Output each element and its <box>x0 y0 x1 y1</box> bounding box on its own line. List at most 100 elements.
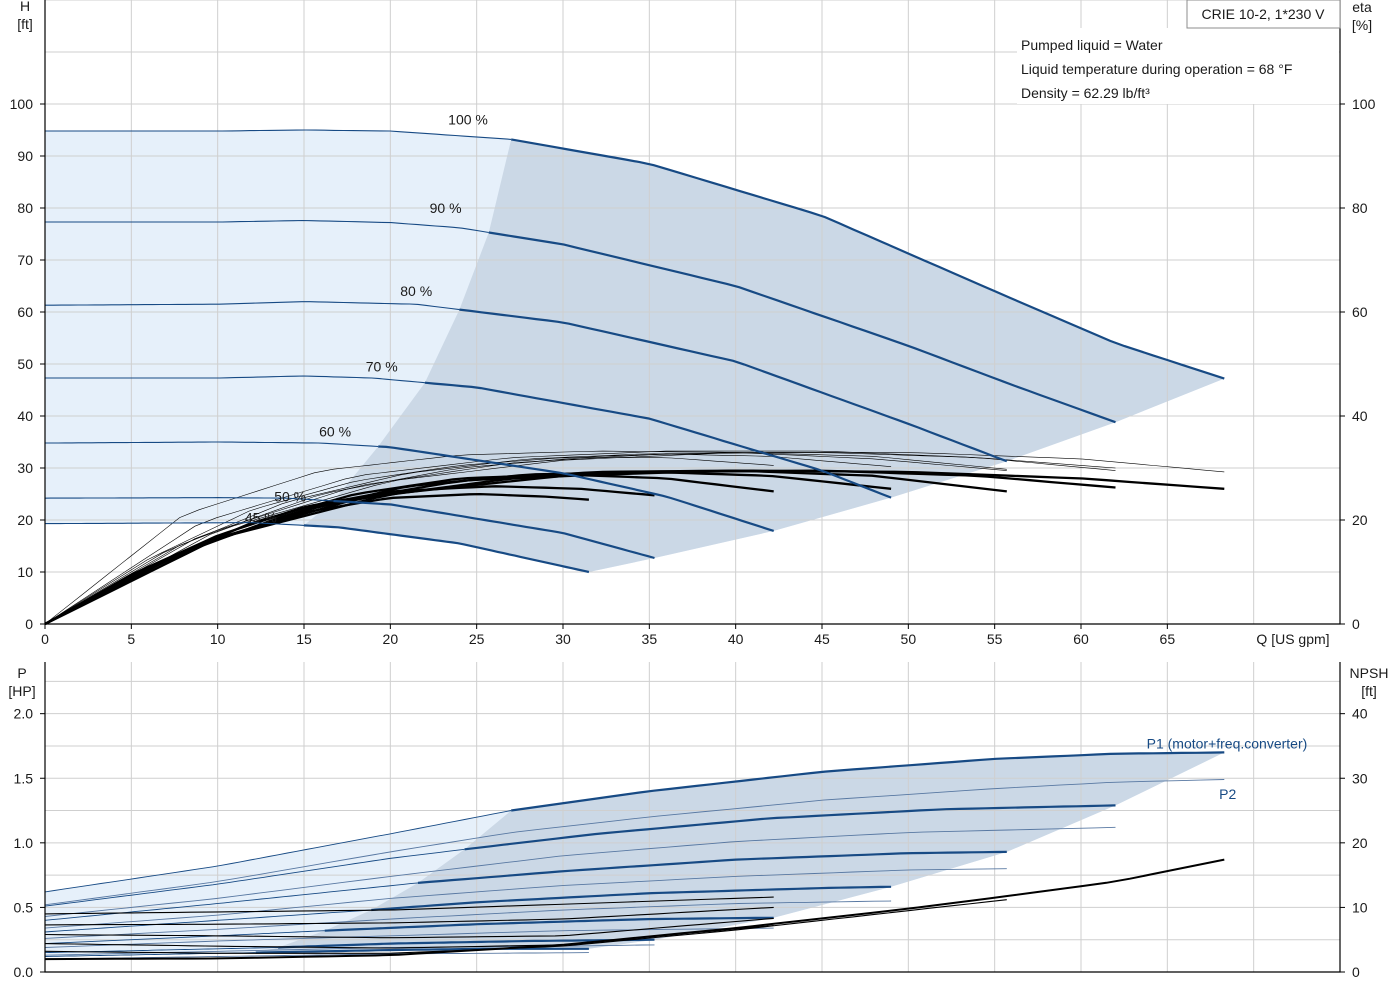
p2-curve <box>44 868 1007 929</box>
eta-y-tick-label: 40 <box>1352 408 1368 424</box>
p1-curve <box>278 938 655 949</box>
speed-label: 50 % <box>274 489 306 505</box>
head-y-tick-label: 80 <box>17 200 33 216</box>
head-curve <box>424 381 892 499</box>
x-tick-label: 5 <box>127 631 135 647</box>
x-tick-label: 15 <box>296 631 312 647</box>
info-background <box>1017 28 1339 104</box>
power-y-tick-label: 2.0 <box>14 706 34 722</box>
x-tick-label: 60 <box>1073 631 1089 647</box>
p2-curve <box>44 900 892 939</box>
x-tick-label: 40 <box>728 631 744 647</box>
p2-curve <box>44 927 774 948</box>
npsh-curve <box>44 924 774 949</box>
info-line-liquid: Pumped liquid = Water <box>1021 37 1163 53</box>
x-tick-label: 45 <box>814 631 830 647</box>
power-axis-symbol: P <box>17 665 26 681</box>
info-panel: CRIE 10-2, 1*230 V Pumped liquid = Water… <box>1017 0 1341 104</box>
npsh-curve <box>44 917 774 939</box>
p2-curve <box>44 826 1116 917</box>
head-y-tick-label: 10 <box>17 564 33 580</box>
power-y-tick-label: 0.0 <box>14 964 34 980</box>
npsh-y-tick-label: 0 <box>1352 964 1360 980</box>
efficiency-curve <box>44 452 1007 625</box>
eta-y-tick-label: 20 <box>1352 512 1368 528</box>
head-y-tick-label: 50 <box>17 356 33 372</box>
npsh-axis-title: NPSH [ft] <box>1350 665 1389 699</box>
x-tick-label: 35 <box>642 631 658 647</box>
eta-axis-title: eta [%] <box>1352 0 1372 33</box>
p1-curve <box>255 947 589 954</box>
power-axis-unit: [HP] <box>8 683 35 699</box>
npsh-curves <box>44 858 1225 961</box>
npsh-y-tick-label: 10 <box>1352 899 1368 915</box>
head-panel: 100 % 90 % 80 % 70 % 60 % 50 % 45 % 0 5 10 15 20 25 3… <box>10 0 1376 647</box>
head-curve <box>511 138 1225 380</box>
eta-y-tick-label: 60 <box>1352 304 1368 320</box>
head-y-tick-label: 60 <box>17 304 33 320</box>
speed-label: 60 % <box>319 424 351 440</box>
bottom-left-axis-title: P [HP] <box>8 665 35 699</box>
x-axis-label: Q [US gpm] <box>1256 631 1329 647</box>
x-tick-label: 50 <box>901 631 917 647</box>
efficiency-curve <box>44 450 1007 625</box>
power-y-tick-label: 1.5 <box>14 770 34 786</box>
p1-curve-thin-section <box>44 882 419 921</box>
npsh-curve <box>44 906 774 926</box>
head-curve <box>333 499 655 560</box>
head-y-tick-label: 20 <box>17 512 33 528</box>
eta-y-tick-label: 100 <box>1352 96 1376 112</box>
head-curve-thin-section <box>45 219 489 234</box>
npsh-y-tick-label: 30 <box>1352 770 1368 786</box>
npsh-curve <box>44 896 774 915</box>
power-y-tick-label: 0.5 <box>14 899 34 915</box>
x-tick-label: 30 <box>555 631 571 647</box>
head-curves <box>44 129 1225 574</box>
x-tick-label: 20 <box>383 631 399 647</box>
power-region-fill <box>255 752 1225 953</box>
info-line-density: Density = 62.29 lb/ft³ <box>1021 85 1150 101</box>
eta-y-tick-label: 80 <box>1352 200 1368 216</box>
speed-label: 100 % <box>448 112 488 128</box>
efficiency-curves <box>44 450 1225 626</box>
head-curve-thin-section <box>45 129 512 140</box>
npsh-axis-unit: [ft] <box>1361 683 1377 699</box>
speed-label: 80 % <box>400 283 432 299</box>
power-panel: P1 (motor+freq.converter) P2 0.0 0.5 1.0 1.5 2… <box>14 662 1368 980</box>
head-axis-symbol: H <box>20 0 30 14</box>
p1-curve <box>464 804 1116 851</box>
efficiency-curve <box>44 457 774 625</box>
p2-curve <box>44 779 1225 906</box>
eta-y-tick-label: 0 <box>1352 616 1360 632</box>
x-tick-label: 25 <box>469 631 485 647</box>
p1-curve-thin-section <box>44 930 325 945</box>
npsh-curve <box>44 899 1007 954</box>
p1-series-label: P1 (motor+freq.converter) <box>1147 735 1308 751</box>
efficiency-curve <box>44 452 1116 625</box>
head-curve <box>488 231 1116 424</box>
x-tick-label: 65 <box>1160 631 1176 647</box>
p2-series-label: P2 <box>1219 786 1236 802</box>
head-curve <box>303 524 590 574</box>
power-axes-frame <box>44 662 1341 973</box>
eta-axis-symbol: eta <box>1352 0 1372 15</box>
head-y-tick-label: 90 <box>17 148 33 164</box>
speed-label: 45 % <box>245 509 277 525</box>
efficiency-curve <box>44 469 1225 626</box>
chart-title: CRIE 10-2, 1*230 V <box>1202 6 1326 22</box>
x-tick-label: 0 <box>41 631 49 647</box>
efficiency-curve <box>44 452 1225 625</box>
p1-curve <box>511 751 1225 812</box>
head-y-tick-label: 30 <box>17 460 33 476</box>
npsh-y-tick-label: 20 <box>1352 835 1368 851</box>
head-y-tick-label: 40 <box>17 408 33 424</box>
speed-label: 70 % <box>366 359 398 375</box>
p1-curve-thin-section <box>44 909 372 933</box>
efficiency-curve <box>44 450 1116 625</box>
head-y-tick-label: 70 <box>17 252 33 268</box>
eta-axis-unit: [%] <box>1352 17 1372 33</box>
x-tick-label: 10 <box>210 631 226 647</box>
head-curve-thin-section <box>45 301 460 311</box>
